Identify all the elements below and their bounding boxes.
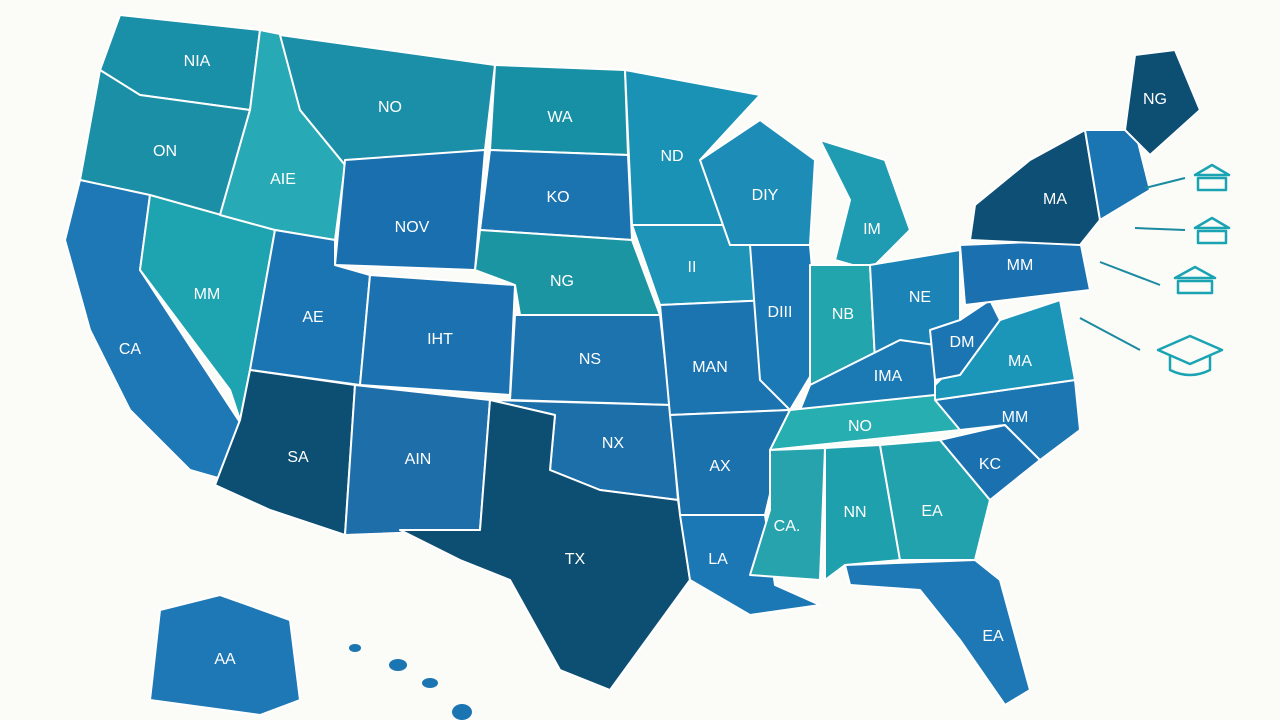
state	[824, 444, 901, 581]
state-label: NB	[832, 306, 854, 323]
island	[349, 644, 361, 652]
state-label: NX	[602, 435, 625, 452]
state-label: IMA	[874, 368, 903, 385]
leader-line	[1144, 177, 1186, 189]
state	[749, 244, 821, 411]
state-label: NO	[378, 99, 402, 116]
state-label: NG	[550, 273, 574, 290]
state-label: DIII	[768, 304, 793, 321]
state	[699, 119, 816, 246]
state	[149, 594, 301, 716]
state-label: NS	[579, 351, 601, 368]
state	[879, 439, 991, 561]
leader-line	[1099, 261, 1161, 286]
state-label: KC	[979, 456, 1001, 473]
state-label: NE	[909, 289, 931, 306]
state-label: AIN	[405, 451, 432, 468]
state	[749, 447, 826, 581]
state-label: DM	[950, 334, 975, 351]
state-label: NO	[848, 418, 872, 435]
state-label: MM	[1002, 409, 1029, 426]
state-label: LA	[708, 551, 728, 568]
icons	[1079, 163, 1231, 377]
state	[679, 514, 821, 616]
state-label: AE	[302, 309, 323, 326]
state-label: MAN	[692, 359, 728, 376]
states	[64, 14, 1201, 720]
labels: NIA ON CA AIE MM NO NOV AE SA IHT AIN WA…	[119, 53, 1167, 668]
state	[819, 139, 911, 271]
state-label: CA.	[774, 518, 801, 535]
state-label: NN	[843, 504, 866, 521]
state-label: MA	[1043, 191, 1067, 208]
state-label: EA	[982, 628, 1004, 645]
state-label: AIE	[270, 171, 296, 188]
state-label: DIY	[752, 187, 779, 204]
state	[399, 399, 691, 691]
state-label: TX	[565, 551, 586, 568]
state-label: ON	[153, 143, 177, 160]
state-label: NOV	[395, 219, 430, 236]
state-label: MA	[1008, 353, 1032, 370]
island	[422, 678, 438, 688]
state-label: NG	[1143, 91, 1167, 108]
state-label: IHT	[427, 331, 453, 348]
state-label: KO	[546, 189, 569, 206]
state	[1124, 49, 1201, 156]
state-label: II	[688, 259, 697, 276]
state-label: ND	[660, 148, 683, 165]
leader-line	[1134, 227, 1186, 231]
state-label: AX	[709, 458, 731, 475]
school-icon	[1193, 216, 1231, 245]
school-icon	[1193, 163, 1231, 192]
graduation-cap-icon	[1156, 334, 1224, 377]
state	[969, 129, 1101, 246]
state-label: EA	[921, 503, 943, 520]
state-label: MM	[1007, 257, 1034, 274]
island	[389, 659, 407, 671]
school-icon	[1173, 265, 1217, 295]
state-label: SA	[287, 449, 309, 466]
state-label: IM	[863, 221, 881, 238]
state-label: WA	[547, 109, 573, 126]
state-label: CA	[119, 341, 142, 358]
state	[1084, 129, 1151, 221]
state-label: NIA	[184, 53, 211, 70]
island	[452, 704, 472, 720]
state-label: MM	[194, 286, 221, 303]
state-label: AA	[214, 651, 236, 668]
state	[844, 559, 1031, 706]
leader-line	[1079, 317, 1141, 351]
state	[334, 149, 486, 271]
state	[929, 299, 1001, 381]
